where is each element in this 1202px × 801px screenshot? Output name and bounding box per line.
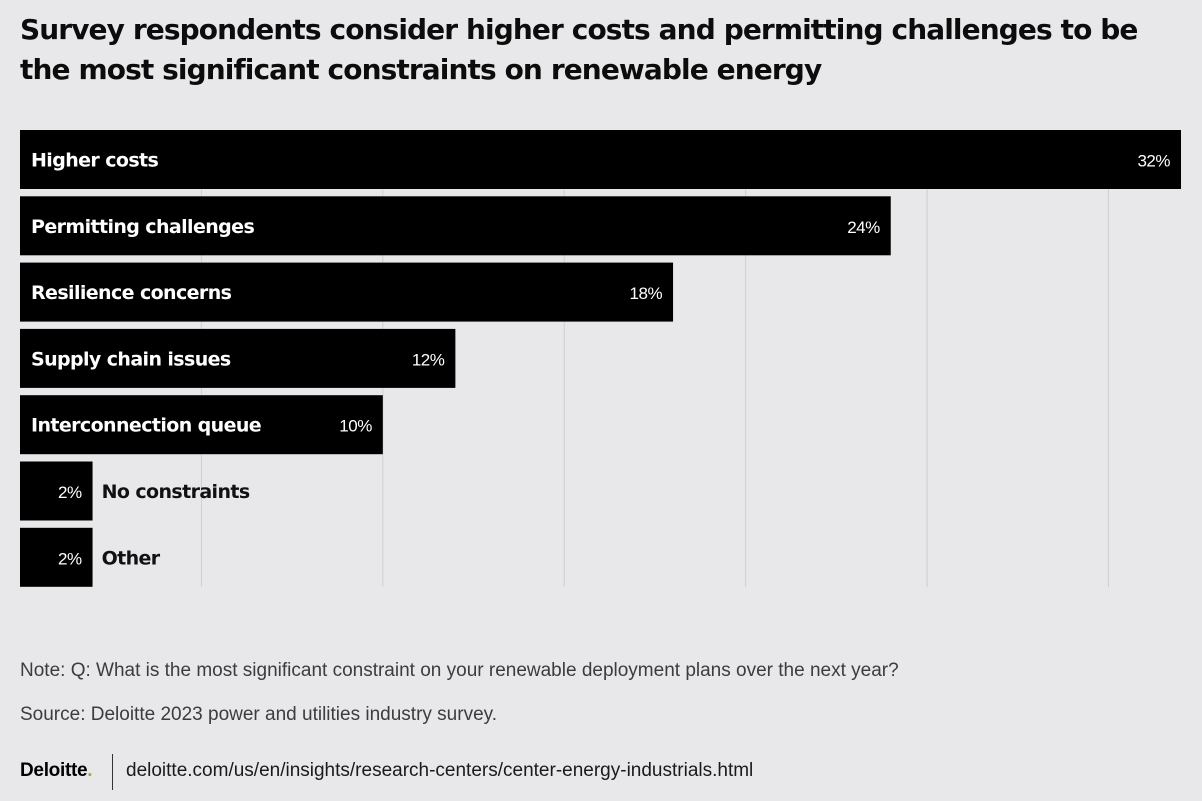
chart-source: Source: Deloitte 2023 power and utilitie… <box>20 704 498 725</box>
bar-value-label: 24% <box>847 218 880 237</box>
logo-text: Deloitte <box>20 760 88 781</box>
footer-divider <box>112 754 113 790</box>
bar <box>20 461 93 521</box>
bar-value-label: 2% <box>58 549 82 568</box>
bar-category-label: Interconnection queue <box>31 415 261 437</box>
chart-note: Note: Q: What is the most significant co… <box>20 660 899 681</box>
bar-value-label: 32% <box>1137 152 1170 171</box>
bar <box>20 262 674 322</box>
bar-value-label: 18% <box>630 284 663 303</box>
deloitte-logo: Deloitte. <box>20 760 93 782</box>
bar <box>20 196 891 256</box>
bar-category-label: Other <box>102 547 161 569</box>
bar-chart: Higher costs 32% Permitting challenges 24% R… <box>20 130 1181 587</box>
bar-category-label: Resilience concerns <box>31 282 232 304</box>
bar <box>20 130 1181 189</box>
footer-url[interactable]: deloitte.com/us/en/insights/research-cen… <box>126 760 754 781</box>
bar-category-label: Supply chain issues <box>31 348 231 370</box>
bar-category-label: Permitting challenges <box>31 216 254 238</box>
bar <box>20 527 93 587</box>
bar <box>20 395 383 455</box>
bar-category-label: No constraints <box>102 481 250 503</box>
bar <box>20 328 456 388</box>
bar-category-label: Higher costs <box>31 150 159 172</box>
chart-title: Survey respondents consider higher costs… <box>20 13 1138 86</box>
logo-dot: . <box>87 760 93 781</box>
bar-value-label: 2% <box>58 483 82 502</box>
bar-value-label: 12% <box>412 350 445 369</box>
bar-value-label: 10% <box>339 417 372 436</box>
